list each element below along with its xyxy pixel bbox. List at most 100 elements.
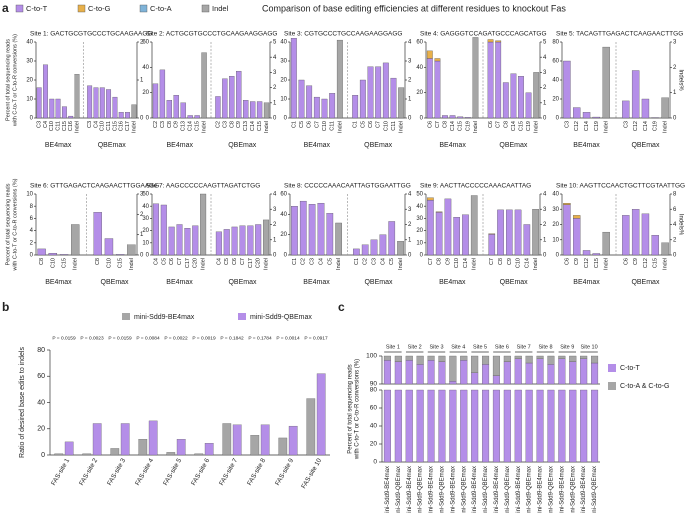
x-tick-label: mini-Sdd9-QBEmax (418, 466, 424, 513)
y-tick-label: 10 (280, 97, 287, 103)
bar (110, 448, 120, 456)
bar (321, 98, 328, 119)
bar (194, 115, 200, 119)
bar-segment (471, 372, 479, 385)
y2-tick-label: 4 (273, 192, 277, 198)
x-tick-label: C14 (643, 121, 649, 131)
y-tick-label: 60 (552, 59, 559, 65)
bar (260, 424, 270, 456)
bar (390, 77, 397, 119)
x-tick-label: C13 (243, 121, 249, 131)
bar-segment (482, 364, 490, 385)
legend-swatch (77, 4, 86, 13)
legend-swatch (122, 313, 130, 320)
x-tick-label: Indel (399, 121, 405, 133)
bar (353, 248, 360, 256)
bar (166, 100, 173, 119)
site-label: Site 9 (560, 344, 574, 350)
x-tick-label: C6 (488, 121, 494, 128)
x-tick-label: FAS-site 9 (274, 457, 295, 487)
bar (92, 423, 102, 456)
indel-bar (127, 244, 136, 256)
x-tick-label: mini-Sdd9-BE4max (385, 466, 391, 513)
bar (106, 89, 112, 119)
bar (563, 204, 571, 256)
bar-segment (482, 355, 490, 365)
x-tick-label: C12 (633, 121, 639, 131)
y-tick-label: 60 (142, 40, 149, 46)
bar-segment (591, 355, 599, 364)
bar (573, 218, 581, 256)
bar (449, 115, 456, 119)
bar (488, 234, 496, 256)
site-label: Site 4 (451, 344, 465, 350)
x-tick-label: C14 (250, 121, 256, 131)
bar (99, 87, 105, 119)
y-tick-label: 40 (416, 65, 423, 71)
site-title: Site 9: AACTTACCCCCAAACAATTAG (420, 183, 531, 190)
x-tick-label: Indel (131, 121, 137, 133)
indel-bar (398, 87, 405, 119)
bar (250, 435, 260, 456)
y-tick-label: 10 (552, 237, 559, 243)
x-tick-label: C8 (39, 258, 45, 265)
bar (215, 96, 221, 119)
bar (166, 452, 176, 456)
indel-bar (71, 224, 80, 256)
y2-tick-label: 1 (140, 78, 144, 84)
y-tick-label: 20 (280, 232, 287, 238)
bar (288, 425, 298, 456)
p-value: P = 0.0159 (108, 335, 132, 341)
y-tick-label: 30 (142, 216, 149, 222)
y-tick-label: 20 (37, 426, 45, 433)
y-tick-label: 40 (370, 423, 378, 430)
indel-bar (602, 46, 610, 119)
x-tick-label: C12 (643, 258, 649, 268)
legend-label: Indel (212, 4, 229, 13)
y2-tick-label: 4 (543, 192, 547, 198)
bar (622, 215, 630, 256)
x-tick-label: mini-Sdd9-BE4max (472, 466, 478, 513)
x-tick-label: C6 (169, 258, 175, 265)
x-tick-label: C11 (391, 121, 397, 131)
bar (464, 117, 471, 119)
y2-tick-label: 1 (543, 237, 547, 243)
x-tick-label: C11 (106, 121, 112, 131)
y2-tick-label: 0 (273, 253, 277, 259)
x-tick-label: C2 (215, 121, 221, 128)
x-tick-label: C2 (363, 258, 369, 265)
site-title: Site 4: GAGGGTCCAGATGCCCAGCATGG (420, 31, 547, 38)
legend-swatch (608, 364, 616, 372)
bar (502, 82, 509, 119)
x-tick-label: C15 (62, 121, 68, 131)
y-tick-label: 2 (30, 240, 34, 246)
bar (229, 76, 235, 119)
bar (118, 112, 124, 119)
x-tick-label: C14 (584, 121, 590, 131)
x-tick-label: C3 (310, 258, 316, 265)
site-title: Site 3: CGTGCCCTGCCAAGAAGGAGG (284, 31, 402, 38)
y-tick-label: 30 (416, 216, 423, 222)
bar (112, 96, 118, 119)
indel-bar (532, 209, 539, 256)
x-tick-label: Indel (534, 121, 540, 133)
bar (525, 92, 532, 119)
group-label: BE4max (304, 142, 331, 149)
y-tick-label: 40 (26, 40, 33, 46)
indel-bar (661, 242, 669, 256)
p-value: P = 0.1784 (248, 335, 272, 341)
bar (115, 254, 125, 256)
y2-tick-label: 2 (140, 40, 144, 46)
x-tick-label: C4 (93, 121, 99, 128)
bar (180, 102, 186, 119)
bar-segment (514, 389, 522, 463)
bar (194, 453, 204, 456)
x-tick-label: mini-Sdd9-BE4max (450, 466, 456, 513)
bar (487, 41, 494, 119)
bar-segment (569, 389, 577, 463)
group-label: QBEmax (364, 142, 393, 149)
bar (222, 78, 228, 119)
bar (36, 87, 42, 119)
y-tick-label: 60 (416, 40, 423, 46)
bar-segment (488, 233, 496, 235)
